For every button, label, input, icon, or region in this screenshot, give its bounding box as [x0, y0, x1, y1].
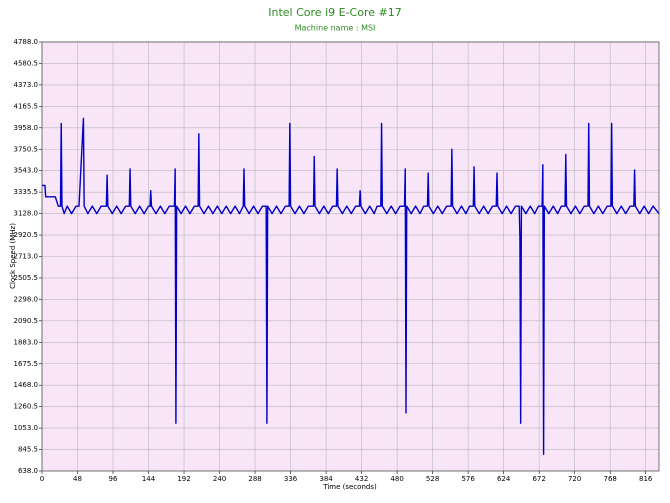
y-tick-label: 3750.5	[14, 145, 39, 153]
chart-subtitle: Machine name : MSI	[295, 24, 376, 33]
y-tick-label: 2505.5	[14, 274, 39, 282]
y-tick-label: 4165.5	[14, 102, 39, 110]
y-axis-label: Clock Speed (MHz)	[9, 223, 17, 289]
y-tick-label: 2713.0	[14, 253, 39, 261]
x-axis-label: Time (seconds)	[322, 483, 377, 491]
x-tick-label: 480	[390, 475, 403, 483]
x-tick-label: 144	[142, 475, 156, 483]
x-tick-label: 96	[109, 475, 118, 483]
y-tick-label: 3128.0	[14, 210, 39, 218]
x-tick-label: 48	[73, 475, 82, 483]
x-tick-label: 336	[284, 475, 298, 483]
y-tick-label: 4580.5	[14, 59, 39, 67]
y-tick-label: 1468.0	[14, 381, 39, 389]
x-tick-label: 624	[497, 475, 511, 483]
y-tick-label: 4373.0	[14, 81, 39, 89]
x-tick-label: 816	[639, 475, 653, 483]
y-tick-label: 3335.5	[14, 188, 39, 196]
x-tick-label: 0	[40, 475, 44, 483]
y-tick-label: 4788.0	[14, 38, 39, 46]
y-tick-label: 1260.5	[14, 403, 39, 411]
x-tick-label: 576	[461, 475, 475, 483]
y-tick-label: 1883.0	[14, 338, 39, 346]
chart-title: Intel Core i9 E-Core #17	[268, 6, 401, 19]
x-tick-label: 240	[213, 475, 226, 483]
x-tick-label: 672	[532, 475, 545, 483]
y-tick-label: 1053.0	[14, 424, 39, 432]
x-tick-label: 432	[355, 475, 368, 483]
x-tick-label: 288	[248, 475, 261, 483]
y-tick-label: 845.5	[18, 446, 38, 454]
y-tick-label: 3958.0	[14, 124, 39, 132]
plot-frame	[41, 41, 660, 472]
x-tick-label: 720	[568, 475, 581, 483]
y-tick-label: 638.0	[18, 467, 38, 475]
x-tick-label: 192	[177, 475, 190, 483]
x-tick-label: 528	[426, 475, 439, 483]
y-tick-label: 3543.0	[14, 167, 39, 175]
y-tick-label: 2090.5	[14, 317, 39, 325]
y-tick-label: 1675.5	[14, 360, 39, 368]
y-tick-label: 2920.5	[14, 231, 39, 239]
data-line	[42, 117, 660, 455]
x-tick-label: 384	[319, 475, 333, 483]
y-tick-label: 2298.0	[14, 295, 39, 303]
x-tick-label: 768	[603, 475, 616, 483]
